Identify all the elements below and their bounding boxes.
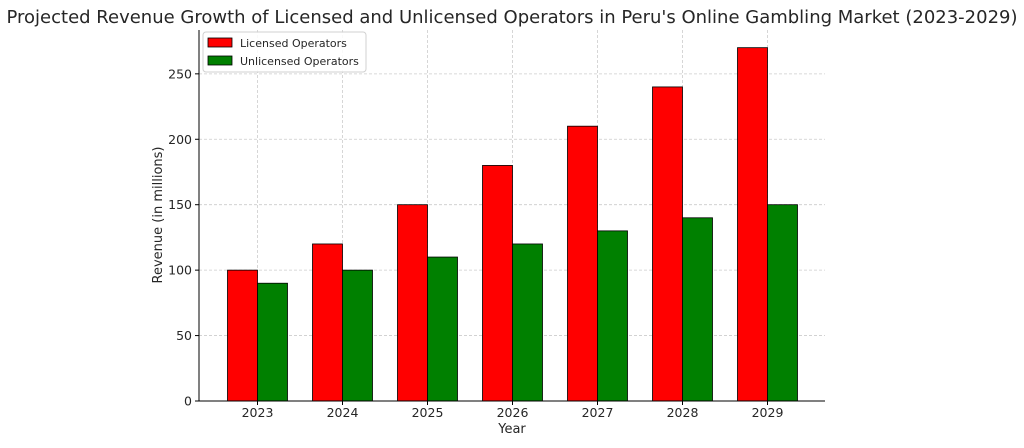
y-tick-label-0: 0 [184,394,192,409]
bar-licensed-2025 [397,204,428,402]
bars [227,47,798,402]
bar-licensed-2029 [737,47,768,402]
x-tick-label-2026: 2026 [497,405,529,420]
bar-licensed-2024 [312,243,343,402]
bar-unlicensed-2027 [597,230,628,402]
y-tick-label-100: 100 [168,263,192,278]
bar-unlicensed-2026 [512,243,543,402]
legend-swatch-licensed [207,37,233,48]
chart-title: Projected Revenue Growth of Licensed and… [7,7,1018,28]
y-tick-label-150: 150 [168,197,192,212]
bar-licensed-2027 [567,125,598,402]
x-tick-label-2029: 2029 [752,405,784,420]
legend-frame [202,31,367,73]
x-tick-label-2025: 2025 [412,405,444,420]
y-tick-label-250: 250 [168,66,192,81]
x-tick-label-2028: 2028 [667,405,699,420]
bar-licensed-2028 [652,86,683,402]
y-tick-label-50: 50 [176,328,192,343]
y-ticks: 0 50 100 150 200 250 [168,66,199,409]
x-axis-label: Year [497,422,526,437]
legend-label-unlicensed: Unlicensed Operators [240,55,359,68]
bar-unlicensed-2029 [767,204,798,402]
legend-label-licensed: Licensed Operators [240,37,347,50]
y-tick-label-200: 200 [168,132,192,147]
x-tick-label-2027: 2027 [582,405,614,420]
bar-licensed-2026 [482,165,513,402]
bar-unlicensed-2024 [342,269,373,402]
bar-unlicensed-2023 [257,282,288,402]
y-axis-label: Revenue (in millions) [151,147,166,284]
x-tick-label-2023: 2023 [242,405,274,420]
bar-licensed-2023 [227,269,258,402]
x-ticks: 2023 2024 2025 2026 2027 2028 2029 [242,401,784,420]
bar-unlicensed-2028 [682,217,713,402]
legend: Licensed Operators Unlicensed Operators [202,31,367,73]
legend-swatch-unlicensed [207,55,233,66]
x-tick-label-2024: 2024 [327,405,359,420]
bar-unlicensed-2025 [427,256,458,402]
